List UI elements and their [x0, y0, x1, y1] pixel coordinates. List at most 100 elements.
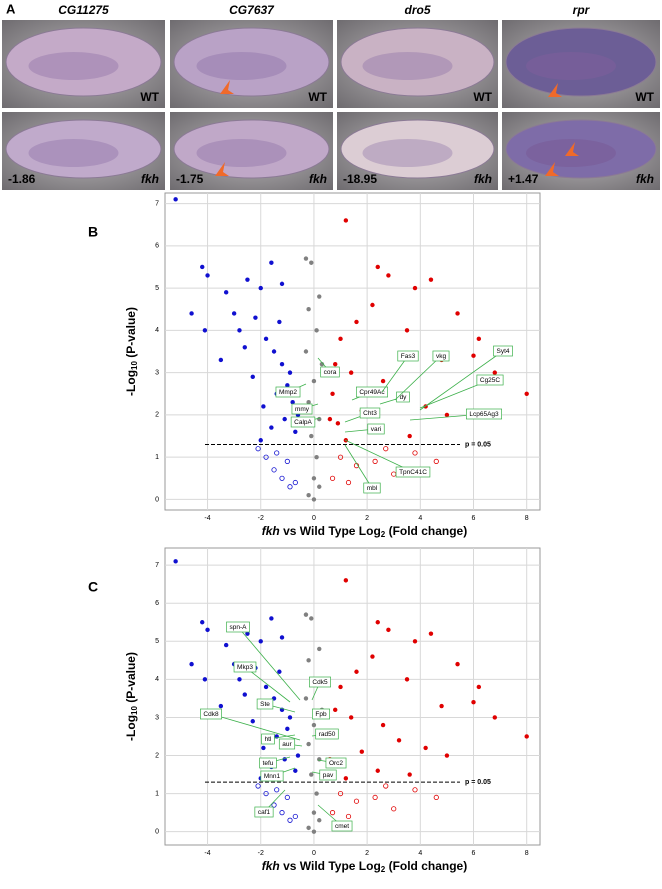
y-tick-label: 4 — [155, 327, 159, 334]
annotation: aur — [278, 738, 296, 750]
data-point — [279, 361, 285, 367]
embryo — [5, 119, 162, 179]
annotation-box — [309, 676, 331, 688]
x-tick-label: -2 — [258, 850, 264, 857]
annotation: Syt4 — [493, 345, 513, 357]
wt-label: WT — [308, 90, 327, 104]
plot-frame — [164, 192, 541, 511]
annotation: Cht3 — [359, 407, 381, 419]
annotation-box — [290, 416, 316, 428]
data-point — [311, 476, 317, 481]
annotation: Fpb — [312, 708, 330, 720]
annotation-box — [476, 374, 504, 386]
data-point — [375, 620, 380, 625]
annotation: Cdk5 — [309, 676, 331, 688]
annotation-label: dy — [400, 394, 408, 401]
data-point — [223, 642, 229, 648]
x-axis-label: fkh vs Wild Type Log2 (Fold change) — [262, 524, 467, 539]
data-point — [314, 328, 319, 333]
data-point — [386, 627, 391, 633]
data-point — [285, 383, 290, 388]
data-point — [309, 260, 314, 265]
data-point — [306, 400, 311, 405]
data-point — [271, 349, 277, 354]
data-point — [433, 794, 439, 801]
annotation: cmet — [331, 820, 353, 832]
x-label-rest: (Fold change) — [385, 859, 467, 873]
annotation-box — [320, 366, 340, 378]
y-tick-label: 0 — [155, 829, 159, 836]
annotation-label: caf1 — [258, 809, 271, 816]
annotation-label: mbl — [367, 485, 378, 492]
gene-header: CG11275 — [58, 3, 109, 17]
data-point — [476, 336, 482, 342]
data-point — [337, 454, 344, 460]
data-point — [200, 620, 205, 625]
data-point — [471, 353, 476, 358]
stain — [28, 139, 119, 167]
data-point — [428, 631, 434, 636]
annotation-box — [356, 386, 388, 398]
data-point — [412, 285, 418, 291]
arrowhead — [548, 83, 562, 97]
x-label-text: vs Wild Type Log — [280, 859, 381, 873]
data-point — [354, 669, 359, 674]
annotation-label: Cht3 — [363, 410, 377, 417]
data-point — [330, 391, 335, 396]
annotation-label: Orc2 — [329, 760, 343, 767]
data-point — [311, 497, 317, 502]
data-point — [271, 802, 277, 808]
y-axis-label: -Log10 (P-value) — [124, 652, 139, 741]
data-point — [279, 810, 285, 816]
data-point — [202, 328, 208, 333]
annotation-label: htl — [265, 736, 272, 743]
annotation: tefu — [259, 757, 277, 769]
y-label-rest: (P-value) — [124, 652, 138, 706]
data-point — [303, 349, 309, 354]
embryo — [340, 119, 495, 179]
fold-change: -1.86 — [8, 172, 36, 186]
annotation-box — [278, 738, 296, 750]
data-point — [287, 484, 293, 490]
data-point — [391, 806, 397, 812]
stain — [362, 52, 453, 80]
data-point — [343, 776, 349, 781]
data-point — [292, 813, 298, 820]
x-tick-label: 0 — [312, 515, 316, 522]
y-tick-label: 5 — [155, 638, 159, 645]
data-point — [242, 692, 247, 697]
annotation-label: vari — [371, 426, 381, 433]
x-tick-label: 6 — [472, 515, 476, 522]
stain — [28, 52, 119, 80]
data-point — [383, 446, 389, 452]
annotation-box — [466, 408, 502, 420]
data-point — [524, 391, 529, 396]
arrowhead — [565, 142, 579, 156]
data-point — [287, 715, 293, 720]
x-label-text: vs Wild Type Log — [280, 524, 381, 538]
annotation-label: CalpA — [294, 419, 312, 426]
x-label-gene: fkh — [262, 524, 280, 538]
annotation-box — [233, 661, 257, 673]
annotation: htl — [261, 733, 275, 745]
data-point — [317, 294, 322, 299]
wt-label: WT — [635, 90, 654, 104]
data-point — [253, 315, 258, 320]
annotation-label: Cpr49Ac — [359, 389, 385, 396]
data-point — [404, 328, 410, 333]
data-point — [189, 311, 194, 316]
data-point — [284, 458, 290, 464]
annotation: cora — [320, 366, 340, 378]
annotation-box — [397, 350, 419, 362]
data-point — [306, 741, 311, 747]
data-point — [455, 661, 460, 667]
data-point — [173, 197, 178, 202]
data-point — [250, 374, 255, 380]
annotation: spn-A — [226, 621, 250, 633]
x-tick-label: 6 — [472, 850, 476, 857]
annotation: mmy — [291, 403, 313, 415]
plot-frame — [164, 547, 541, 846]
embryo — [173, 119, 330, 179]
annotation-label: pav — [323, 772, 334, 779]
